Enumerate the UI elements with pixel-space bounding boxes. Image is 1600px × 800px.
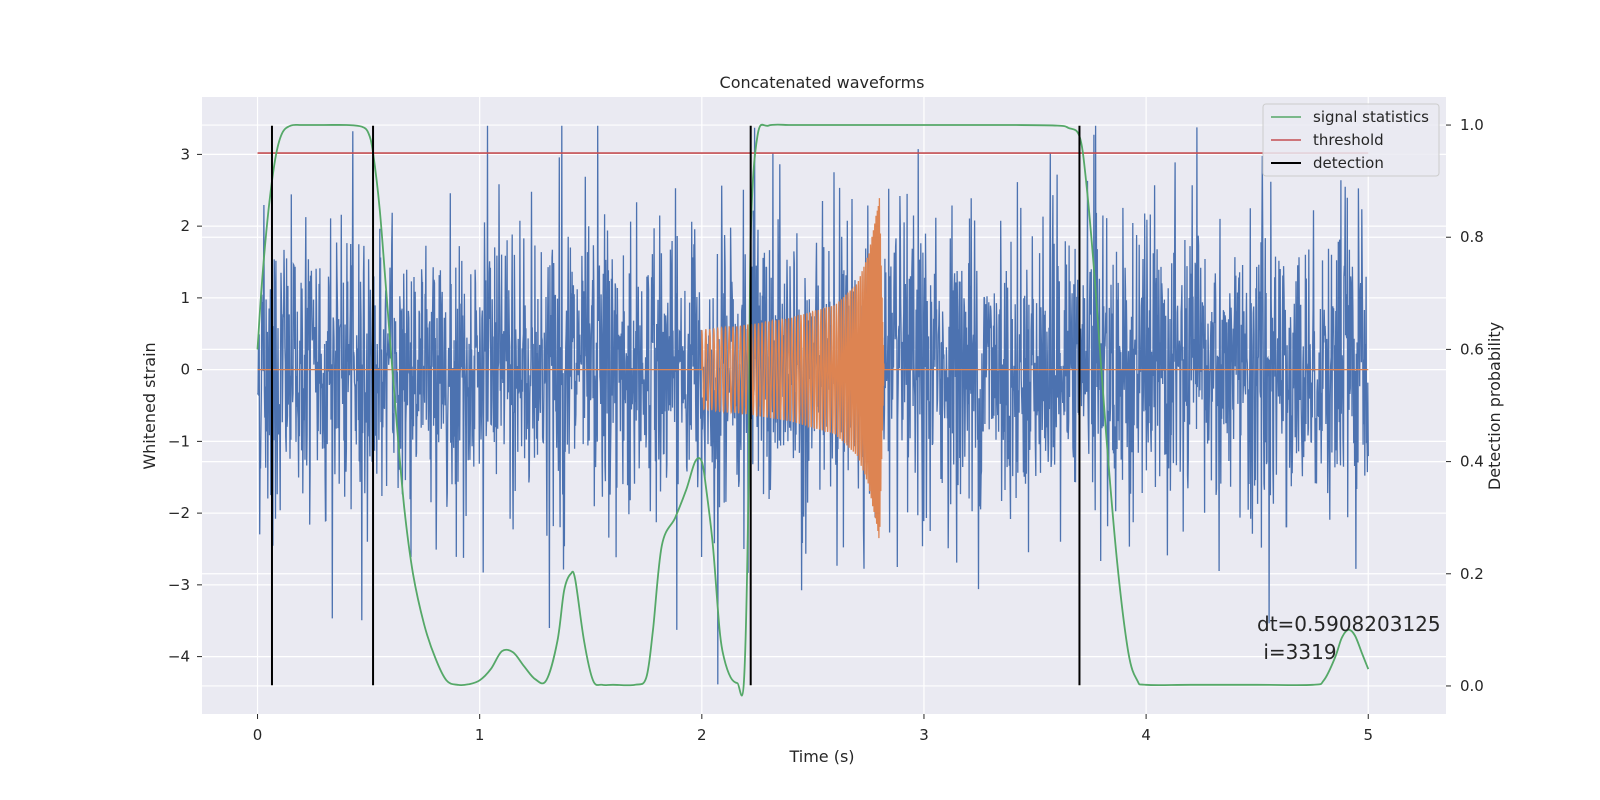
x-tick-label: 3 — [919, 726, 929, 744]
legend: signal statistics threshold detection — [1262, 103, 1440, 177]
x-tick-label: 2 — [697, 726, 707, 744]
annotation-dt: dt=0.5908203125 — [1257, 612, 1441, 636]
waveform-series — [257, 198, 1369, 539]
legend-label-threshold: threshold — [1313, 131, 1384, 149]
y-tick-label: 2 — [180, 217, 190, 235]
signal-statistics-series — [256, 123, 1370, 697]
signal-statistics-line — [256, 123, 1370, 697]
waveform-line — [257, 198, 1369, 539]
y-tick-label: −1 — [168, 432, 190, 450]
y-tick-label: −2 — [168, 504, 190, 522]
x-axis-label: Time (s) — [788, 747, 854, 766]
y2-tick-label: 0.8 — [1460, 228, 1484, 246]
legend-label-detection: detection — [1313, 154, 1384, 172]
chart-title: Concatenated waveforms — [720, 73, 925, 92]
y-tick-label: −3 — [168, 576, 190, 594]
x-axis-ticks: 0 1 2 3 4 5 — [253, 714, 1373, 744]
y-axis-ticks: −4 −3 −2 −1 0 1 2 3 — [168, 145, 202, 666]
y2-tick-label: 0.4 — [1460, 453, 1484, 471]
x-tick-label: 4 — [1141, 726, 1151, 744]
detection-series — [270, 125, 1081, 686]
x-tick-label: 1 — [475, 726, 485, 744]
x-tick-label: 0 — [253, 726, 263, 744]
y2-tick-label: 0.6 — [1460, 340, 1484, 358]
y-tick-label: 0 — [180, 361, 190, 379]
y-tick-label: 1 — [180, 289, 190, 307]
y-tick-label: −4 — [168, 648, 190, 666]
y2-axis-label: Detection probability — [1485, 322, 1504, 490]
y-axis-label: Whitened strain — [140, 342, 159, 469]
y2-axis-ticks: 0.0 0.2 0.4 0.6 0.8 1.0 — [1446, 116, 1484, 695]
y2-tick-label: 0.2 — [1460, 565, 1484, 583]
legend-frame — [1262, 103, 1440, 177]
annotation-i: i=3319 — [1257, 640, 1337, 664]
legend-label-signal-statistics: signal statistics — [1313, 108, 1429, 126]
y2-tick-label: 0.0 — [1460, 677, 1484, 695]
y2-tick-label: 1.0 — [1460, 116, 1484, 134]
y-tick-label: 3 — [180, 145, 190, 163]
x-tick-label: 5 — [1363, 726, 1373, 744]
